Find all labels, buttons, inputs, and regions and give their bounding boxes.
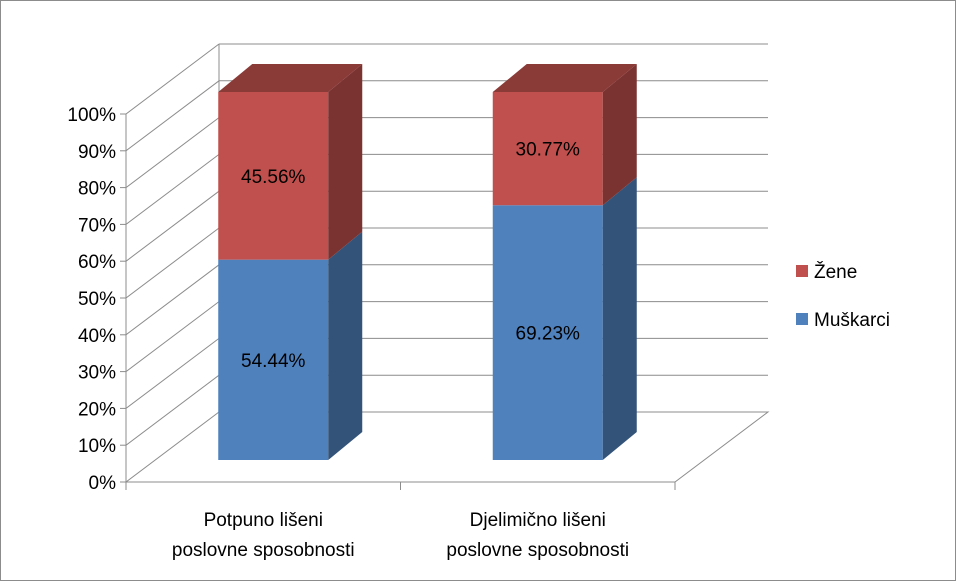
data-label: 45.56% — [241, 167, 306, 188]
side-gridline — [125, 80, 220, 152]
bar-side — [328, 231, 363, 460]
side-gridline — [125, 117, 220, 188]
data-label: 30.77% — [516, 140, 581, 161]
bar-front — [492, 92, 603, 206]
x-category-labels: Potpuno lišeni poslovne sposobnosti Djelim… — [172, 510, 629, 561]
data-label: 54.44% — [241, 351, 306, 372]
y-tick-label: 70% — [78, 215, 116, 236]
bars — [218, 64, 637, 461]
bar-side — [602, 177, 637, 461]
category-label: poslovne sposobnosti — [446, 540, 629, 561]
bar-side — [328, 64, 363, 260]
bar-segment — [218, 64, 363, 260]
bar-top — [218, 64, 363, 92]
data-label: 69.23% — [516, 324, 581, 345]
y-tick-labels: 0% 10% 20% 30% 40% 50% 60% 70% 80% 90% 100% — [67, 105, 116, 494]
bar-front — [218, 92, 329, 260]
side-gridline — [125, 374, 220, 446]
bar-front — [492, 205, 603, 460]
category-label: poslovne sposobnosti — [172, 540, 355, 561]
bar-segment — [492, 64, 637, 206]
y-tick-label: 90% — [78, 142, 116, 163]
category-label: Potpuno lišeni — [204, 510, 323, 531]
y-tick-label: 60% — [78, 252, 116, 273]
bar-segment — [492, 177, 637, 461]
side-gridline — [125, 154, 220, 225]
bar-segment — [218, 231, 363, 460]
side-gridline — [125, 301, 220, 372]
axes — [120, 113, 676, 490]
side-gridline — [125, 338, 220, 409]
y-tick-label: 0% — [89, 473, 117, 494]
side-gridline — [125, 264, 220, 336]
bar-front — [218, 259, 329, 460]
legend: Žene Muškarci — [796, 261, 890, 331]
y-tick-label: 30% — [78, 363, 116, 384]
legend-item: Muškarci — [796, 310, 890, 331]
legend-swatch — [796, 265, 808, 277]
legend-label: Muškarci — [814, 310, 890, 331]
y-tick-label: 50% — [78, 289, 116, 310]
legend-label: Žene — [814, 261, 857, 283]
y-tick-label: 40% — [78, 326, 116, 347]
y-tick-label: 80% — [78, 179, 116, 200]
category-label: Djelimično lišeni — [470, 510, 606, 531]
data-labels: 54.44% 45.56% 69.23% 30.77% — [241, 140, 580, 372]
bar-top — [492, 64, 637, 92]
legend-swatch — [796, 313, 808, 325]
legend-item: Žene — [796, 261, 857, 283]
y-tick-label: 100% — [67, 105, 116, 126]
y-tick-label: 10% — [78, 436, 116, 457]
side-gridline — [125, 227, 220, 299]
y-tick-label: 20% — [78, 399, 116, 420]
bar-side — [602, 64, 637, 206]
side-gridline — [125, 190, 220, 262]
side-gridline — [125, 43, 220, 115]
